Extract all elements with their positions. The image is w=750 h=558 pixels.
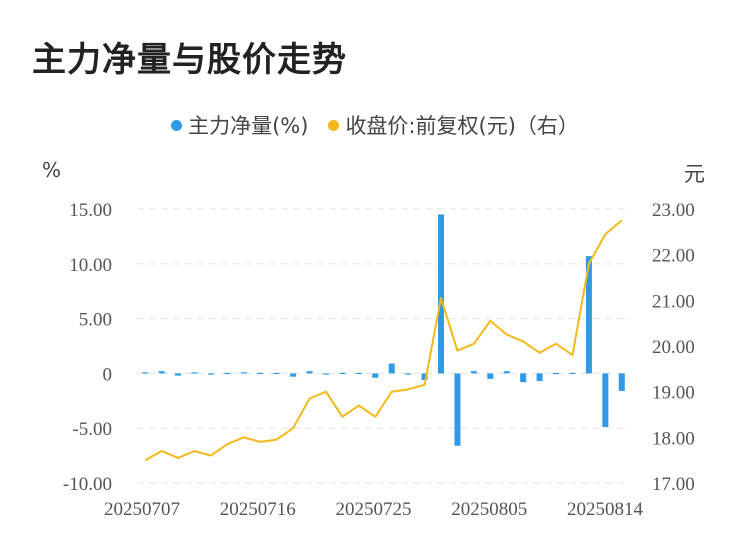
bar — [421, 373, 428, 380]
bar — [585, 256, 592, 374]
bar — [158, 371, 165, 374]
bar — [618, 373, 625, 391]
y-left-tick-label: -5.00 — [72, 419, 112, 440]
legend-dot-net-flow — [171, 119, 183, 131]
y-left-tick-label: 0 — [103, 364, 113, 385]
bar — [503, 371, 510, 374]
y-left-tick-label: 5.00 — [79, 310, 112, 331]
y-right-tick-label: 23.00 — [652, 200, 695, 221]
y-left-tick-label: -10.00 — [63, 474, 112, 495]
bar — [355, 372, 362, 375]
x-tick-label: 20250814 — [567, 499, 644, 520]
bar — [339, 372, 346, 375]
right-axis-unit: 元 — [684, 162, 705, 186]
price-line — [144, 219, 623, 462]
y-right-tick-label: 17.00 — [652, 474, 695, 495]
x-tick-label: 20250716 — [220, 499, 296, 520]
legend-label-close-price: 收盘价:前复权(元)（右） — [345, 114, 579, 138]
y-right-tick-label: 21.00 — [652, 291, 695, 312]
legend-dot-close-price — [328, 119, 340, 131]
bar — [388, 363, 395, 374]
bar — [536, 373, 543, 382]
bar — [224, 372, 231, 375]
bar — [142, 372, 149, 374]
y-right-tick-label: 22.00 — [652, 246, 695, 267]
y-right-tick-label: 19.00 — [652, 383, 695, 404]
x-tick-label: 20250805 — [451, 499, 527, 520]
x-tick-label: 20250707 — [104, 499, 180, 520]
legend-label-net-flow: 主力净量(%) — [188, 114, 309, 138]
y-left-tick-label: 10.00 — [69, 255, 112, 276]
legend-item-net-flow[interactable]: 主力净量(%) — [171, 110, 308, 140]
bar — [322, 373, 329, 375]
bar — [470, 371, 477, 374]
bar — [553, 372, 560, 375]
bar — [487, 373, 494, 379]
bar — [273, 372, 280, 375]
bar — [240, 372, 247, 374]
bar — [438, 214, 445, 374]
y-left-tick-label: 15.00 — [69, 200, 112, 221]
bar — [602, 373, 609, 428]
chart-title: 主力净量与股价走势 — [32, 40, 347, 80]
legend: 主力净量(%) 收盘价:前复权(元)（右） — [0, 110, 750, 140]
bar — [191, 372, 198, 374]
bar — [454, 373, 461, 446]
y-right-tick-label: 18.00 — [652, 428, 695, 449]
legend-item-close-price[interactable]: 收盘价:前复权(元)（右） — [328, 110, 579, 140]
left-axis-unit: % — [42, 158, 62, 182]
bar — [569, 372, 576, 375]
bar — [290, 373, 297, 377]
bar — [306, 371, 313, 374]
bar — [175, 373, 182, 376]
bar — [520, 373, 527, 383]
bar — [257, 372, 264, 375]
bar — [372, 373, 379, 378]
y-right-tick-label: 20.00 — [652, 337, 695, 358]
bar — [405, 373, 412, 375]
x-tick-label: 20250725 — [336, 499, 412, 520]
bar — [207, 373, 214, 375]
